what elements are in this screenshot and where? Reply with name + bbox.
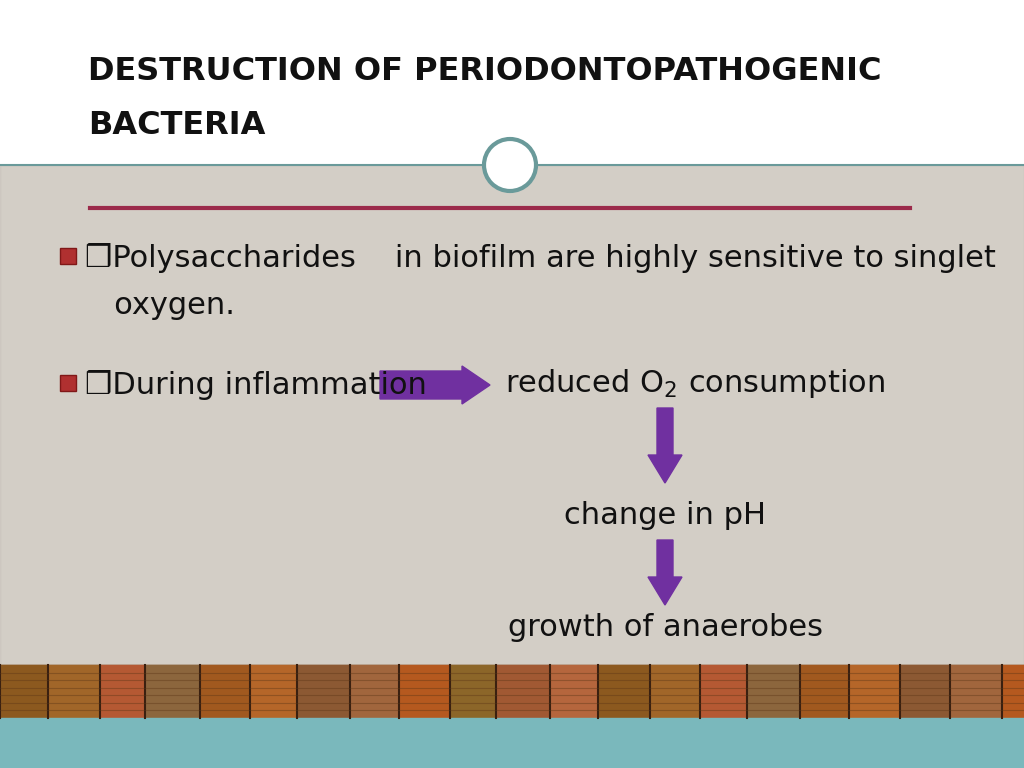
Bar xyxy=(0,165,1024,665)
FancyArrow shape xyxy=(648,540,682,605)
Bar xyxy=(900,665,950,718)
Bar xyxy=(250,665,297,718)
Bar xyxy=(0,165,1024,665)
Bar xyxy=(496,665,550,718)
Bar xyxy=(550,665,598,718)
Text: growth of anaerobes: growth of anaerobes xyxy=(508,614,822,643)
Bar xyxy=(399,665,450,718)
Text: DESTRUCTION OF PERIODONTOPATHOGENIC: DESTRUCTION OF PERIODONTOPATHOGENIC xyxy=(88,57,882,88)
FancyBboxPatch shape xyxy=(60,375,76,391)
Bar xyxy=(800,665,849,718)
Bar xyxy=(650,665,700,718)
FancyArrow shape xyxy=(648,408,682,483)
Bar xyxy=(450,665,496,718)
Bar xyxy=(0,165,1024,665)
Bar xyxy=(849,665,900,718)
FancyBboxPatch shape xyxy=(60,248,76,264)
Bar xyxy=(350,665,399,718)
Bar xyxy=(0,665,48,718)
Bar xyxy=(0,165,1024,665)
Text: oxygen.: oxygen. xyxy=(85,292,234,320)
Bar xyxy=(598,665,650,718)
Circle shape xyxy=(483,138,537,192)
Text: ❒During inflammation: ❒During inflammation xyxy=(85,370,427,400)
Bar xyxy=(700,665,746,718)
Bar xyxy=(0,0,1024,165)
Bar xyxy=(145,665,200,718)
Bar xyxy=(100,665,145,718)
Text: reduced O$_2$ consumption: reduced O$_2$ consumption xyxy=(505,366,885,399)
FancyArrow shape xyxy=(380,366,490,404)
Text: BACTERIA: BACTERIA xyxy=(88,110,265,141)
Bar xyxy=(297,665,350,718)
Text: change in pH: change in pH xyxy=(564,501,766,529)
Bar xyxy=(1002,665,1024,718)
Bar xyxy=(0,718,1024,768)
Bar xyxy=(950,665,1002,718)
Bar xyxy=(0,665,1024,718)
Bar xyxy=(48,665,100,718)
Bar xyxy=(746,665,800,718)
Bar xyxy=(200,665,250,718)
Text: ❒Polysaccharides    in biofilm are highly sensitive to singlet: ❒Polysaccharides in biofilm are highly s… xyxy=(85,243,996,273)
